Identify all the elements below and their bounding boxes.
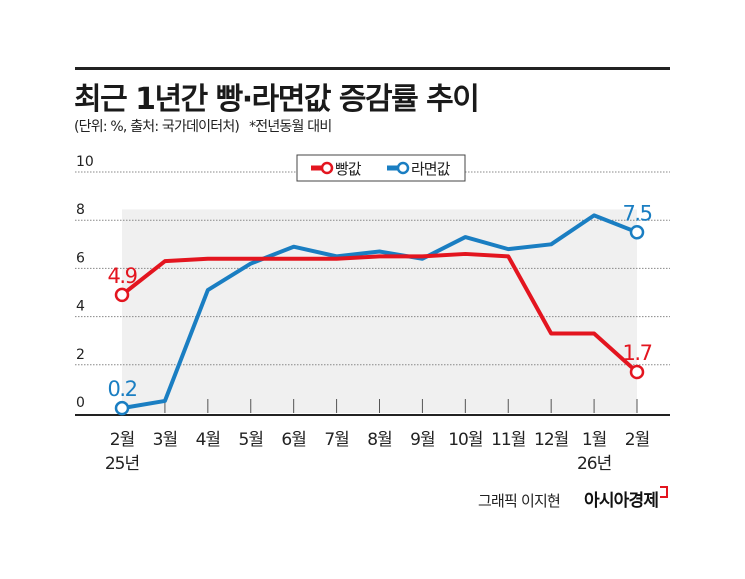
legend-label: 라면값 xyxy=(411,160,451,178)
logo-mark-icon xyxy=(660,486,669,498)
x-tick-label: 8월 xyxy=(367,430,391,450)
x-tick-label: 1월 xyxy=(582,430,606,450)
x-tick-label: 11월 xyxy=(491,430,525,450)
data-point-marker xyxy=(629,364,645,380)
data-label: 7.5 xyxy=(623,201,652,225)
y-tick-label: 0 xyxy=(76,395,85,411)
y-tick-label: 8 xyxy=(76,202,85,218)
year-label: 26년 xyxy=(577,454,611,474)
series-line-빵값 xyxy=(120,251,639,374)
y-tick-label: 2 xyxy=(76,347,85,363)
publisher-logo: 아시아경제 xyxy=(584,486,669,511)
x-tick-label: 10월 xyxy=(448,430,482,450)
chart-title: 최근 1년간 빵·라면값 증감률 추이 xyxy=(74,82,480,117)
y-tick-label: 6 xyxy=(76,250,85,266)
series-line-라면값 xyxy=(121,213,638,411)
data-point-marker xyxy=(114,400,130,416)
x-tick-label: 3월 xyxy=(153,430,177,450)
data-label: 0.2 xyxy=(108,377,137,401)
year-label: 25년 xyxy=(105,454,139,474)
chart-subtitle: (단위: %, 출처: 국가데이터처) *전년동월 대비 xyxy=(74,116,341,136)
logo-text: 아시아경제 xyxy=(584,491,659,511)
x-tick-label: 5월 xyxy=(239,430,263,450)
data-point-marker xyxy=(114,287,130,303)
x-tick-label: 9월 xyxy=(410,430,434,450)
x-tick-label: 4월 xyxy=(196,430,220,450)
x-tick-label: 2월 xyxy=(625,430,649,450)
y-tick-label: 4 xyxy=(76,299,85,315)
x-tick-label: 6월 xyxy=(281,430,305,450)
data-point-marker xyxy=(629,225,645,240)
unit-source: (단위: %, 출처: 국가데이터처) xyxy=(74,119,240,135)
legend-label: 빵값 xyxy=(335,160,362,178)
legend-swatch-marker xyxy=(320,161,334,175)
top-rule xyxy=(75,67,670,70)
note: *전년동월 대비 xyxy=(249,119,332,135)
data-label: 4.9 xyxy=(108,264,137,288)
x-tick-label: 7월 xyxy=(324,430,348,450)
y-tick-label: 10 xyxy=(76,154,94,170)
data-label: 1.7 xyxy=(623,341,652,365)
x-tick-label: 12월 xyxy=(534,430,568,450)
x-tick-label: 2월 xyxy=(110,430,134,450)
legend-swatch-marker xyxy=(396,161,410,175)
graphic-credit: 그래픽 이지현 xyxy=(478,492,561,510)
